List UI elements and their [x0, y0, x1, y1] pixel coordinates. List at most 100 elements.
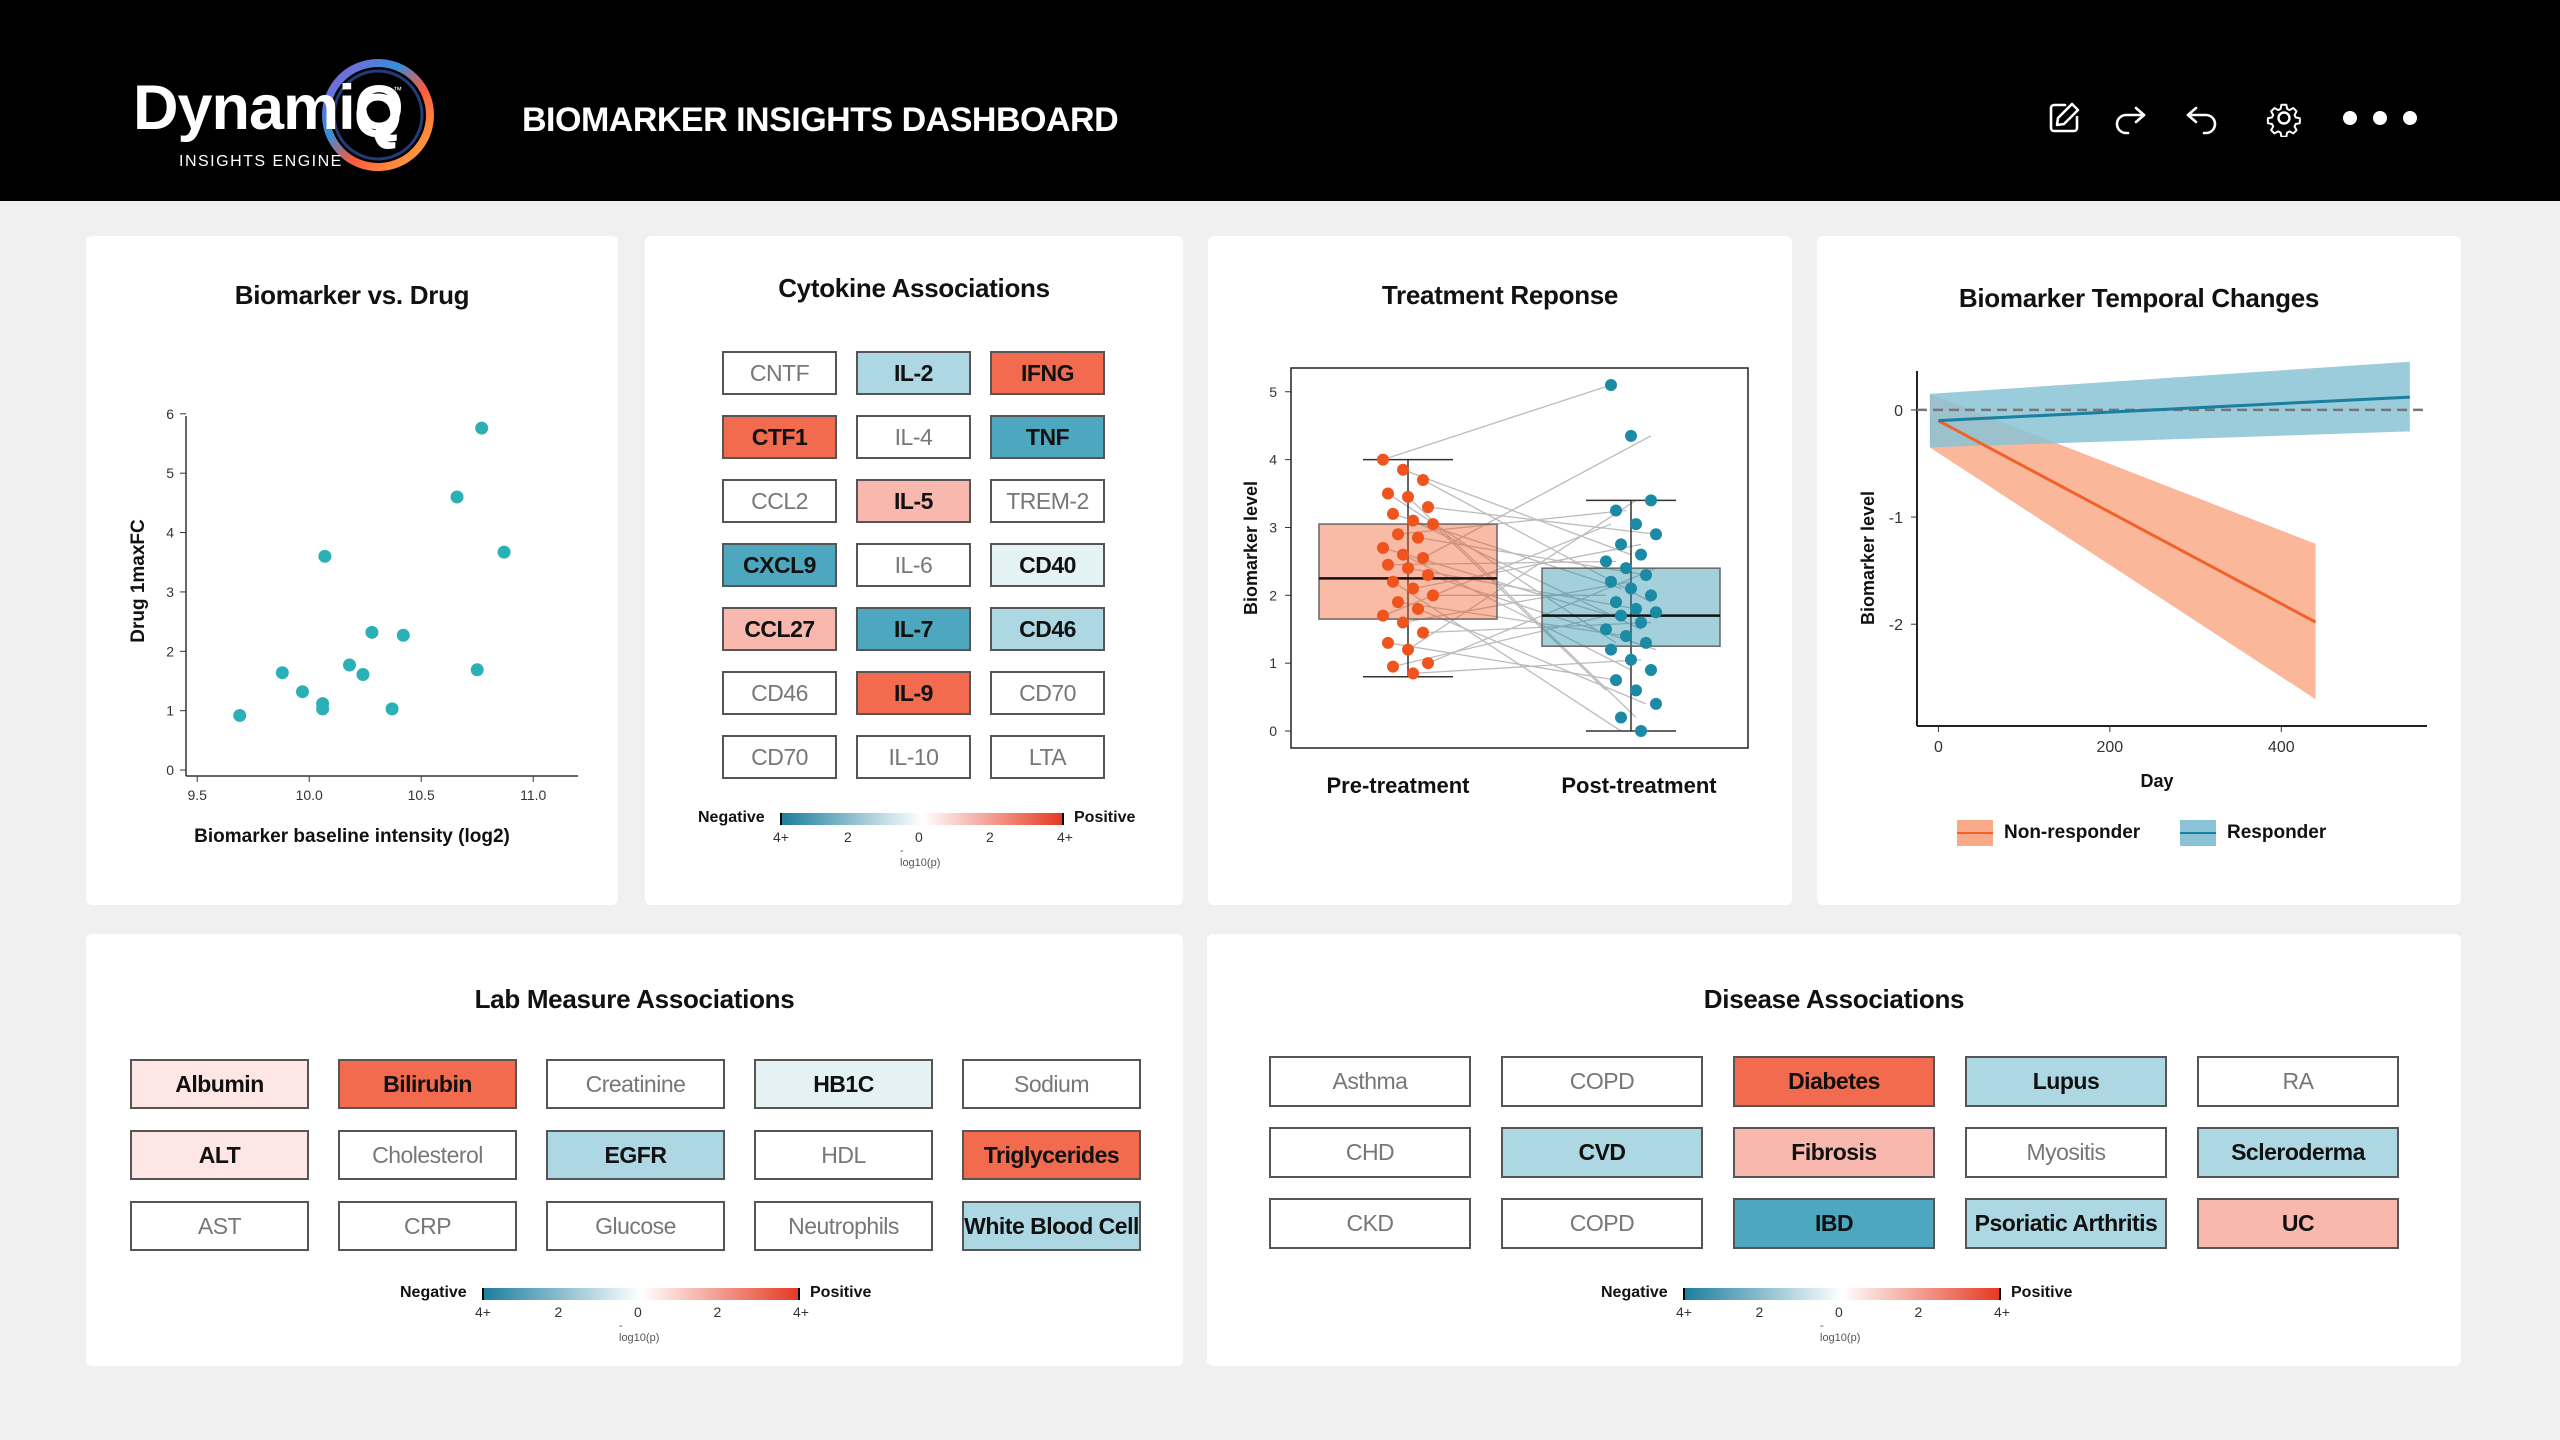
association-chip[interactable]: Fibrosis — [1733, 1127, 1935, 1178]
association-chip[interactable]: IL-7 — [856, 607, 971, 651]
scatter-point — [385, 702, 399, 716]
post-point — [1635, 616, 1647, 629]
association-chip[interactable]: Albumin — [130, 1059, 309, 1109]
association-chip[interactable]: CD46 — [990, 607, 1105, 651]
association-chip[interactable]: CCL27 — [722, 607, 837, 651]
association-chip[interactable]: CCL2 — [722, 479, 837, 523]
association-chip[interactable]: CD70 — [722, 735, 837, 779]
association-chip[interactable]: Diabetes — [1733, 1056, 1935, 1107]
dynamiq-logo: Q DynamiQ ™ INSIGHTS ENGINE — [133, 55, 453, 175]
y-tick-label: 5 — [166, 465, 174, 481]
post-point — [1600, 555, 1612, 568]
association-chip[interactable]: LTA — [990, 735, 1105, 779]
association-chip[interactable]: AST — [130, 1201, 309, 1251]
association-chip[interactable]: IL-10 — [856, 735, 971, 779]
association-chip[interactable]: IL-5 — [856, 479, 971, 523]
association-chip[interactable]: COPD — [1501, 1198, 1703, 1249]
pair-line — [1407, 499, 1637, 651]
association-chip[interactable]: Myositis — [1965, 1127, 2167, 1178]
scatter-point — [497, 545, 511, 559]
pre-point — [1402, 490, 1414, 503]
association-chip[interactable]: EGFR — [546, 1130, 725, 1180]
association-chip[interactable]: IL-9 — [856, 671, 971, 715]
legend-tick: 2 — [1755, 1304, 1764, 1320]
association-chip[interactable]: IFNG — [990, 351, 1105, 395]
x-axis-label: Day — [2140, 771, 2173, 791]
association-chip[interactable]: TNF — [990, 415, 1105, 459]
association-chip[interactable]: IL-2 — [856, 351, 971, 395]
y-tick-label: 4 — [1269, 452, 1277, 468]
association-chip[interactable]: Bilirubin — [338, 1059, 517, 1109]
association-chip[interactable]: Psoriatic Arthritis — [1965, 1198, 2167, 1249]
legend-tick: 2 — [554, 1304, 563, 1320]
pre-point — [1427, 589, 1439, 602]
legend-tick: 4+ — [793, 1304, 809, 1320]
pair-line — [1392, 611, 1622, 668]
association-chip[interactable]: TREM-2 — [990, 479, 1105, 523]
pre-point — [1387, 660, 1399, 673]
association-chip[interactable]: Sodium — [962, 1059, 1141, 1109]
association-chip[interactable]: CNTF — [722, 351, 837, 395]
association-chip[interactable]: CD40 — [990, 543, 1105, 587]
legend-line — [2180, 832, 2216, 834]
scatter-point — [396, 628, 410, 642]
disease-associations-card: Disease Associations Asthma COPD Diabetes L… — [1207, 934, 2461, 1366]
association-chip[interactable]: Lupus — [1965, 1056, 2167, 1107]
association-chip[interactable]: IL-6 — [856, 543, 971, 587]
pre-point — [1407, 514, 1419, 527]
association-chip[interactable]: Cholesterol — [338, 1130, 517, 1180]
association-chip[interactable]: COPD — [1501, 1056, 1703, 1107]
association-chip[interactable]: RA — [2197, 1056, 2399, 1107]
gear-icon[interactable] — [2265, 99, 2303, 138]
redo-icon[interactable] — [2112, 99, 2150, 137]
post-point — [1630, 518, 1642, 531]
association-chip[interactable]: CRP — [338, 1201, 517, 1251]
pre-point — [1422, 501, 1434, 514]
undo-icon[interactable] — [2182, 99, 2220, 137]
pre-point — [1422, 568, 1434, 581]
y-tick-label: -2 — [1889, 617, 1903, 634]
legend-label-non-responder: Non-responder — [2004, 822, 2141, 843]
association-chip[interactable]: CD70 — [990, 671, 1105, 715]
pre-point — [1407, 667, 1419, 680]
association-chip[interactable]: Asthma — [1269, 1056, 1471, 1107]
association-chip[interactable]: Neutrophils — [754, 1201, 933, 1251]
post-point — [1630, 684, 1642, 697]
association-chip[interactable]: Creatinine — [546, 1059, 725, 1109]
edit-icon[interactable] — [2045, 99, 2083, 137]
association-chip[interactable]: Triglycerides — [962, 1130, 1141, 1180]
association-chip[interactable]: White Blood Cell — [962, 1201, 1141, 1251]
association-chip[interactable]: Scleroderma — [2197, 1127, 2399, 1178]
association-chip[interactable]: CVD — [1501, 1127, 1703, 1178]
legend-gradient-bar — [482, 1288, 800, 1300]
legend-caption: -log10(p) — [900, 845, 941, 869]
pair-line — [1397, 601, 1627, 637]
pre-point — [1387, 507, 1399, 520]
pre-point — [1392, 596, 1404, 609]
pair-line — [1402, 469, 1632, 556]
card-title: Biomarker Temporal Changes — [1958, 283, 2320, 313]
association-chip[interactable]: Glucose — [546, 1201, 725, 1251]
association-chip[interactable]: CXCL9 — [722, 543, 837, 587]
series-line — [1937, 419, 2317, 624]
association-chip[interactable]: UC — [2197, 1198, 2399, 1249]
post-point — [1615, 711, 1627, 724]
pre-point — [1427, 518, 1439, 531]
association-chip[interactable]: HB1C — [754, 1059, 933, 1109]
scatter-point — [275, 666, 289, 680]
association-chip[interactable]: CKD — [1269, 1198, 1471, 1249]
pair-line — [1412, 520, 1642, 630]
association-chip[interactable]: IL-4 — [856, 415, 971, 459]
legend-caption: -log10(p) — [619, 1320, 660, 1344]
association-chip[interactable]: CTF1 — [722, 415, 837, 459]
association-chip[interactable]: IBD — [1733, 1198, 1935, 1249]
association-chip[interactable]: ALT — [130, 1130, 309, 1180]
pair-line — [1387, 560, 1617, 566]
more-icon[interactable] — [2340, 99, 2420, 137]
association-chip[interactable]: HDL — [754, 1130, 933, 1180]
pre-point — [1402, 643, 1414, 656]
association-chip[interactable]: CD46 — [722, 671, 837, 715]
x-axis-label: Biomarker baseline intensity (log2) — [194, 826, 510, 847]
pre-point — [1377, 453, 1389, 466]
association-chip[interactable]: CHD — [1269, 1127, 1471, 1178]
